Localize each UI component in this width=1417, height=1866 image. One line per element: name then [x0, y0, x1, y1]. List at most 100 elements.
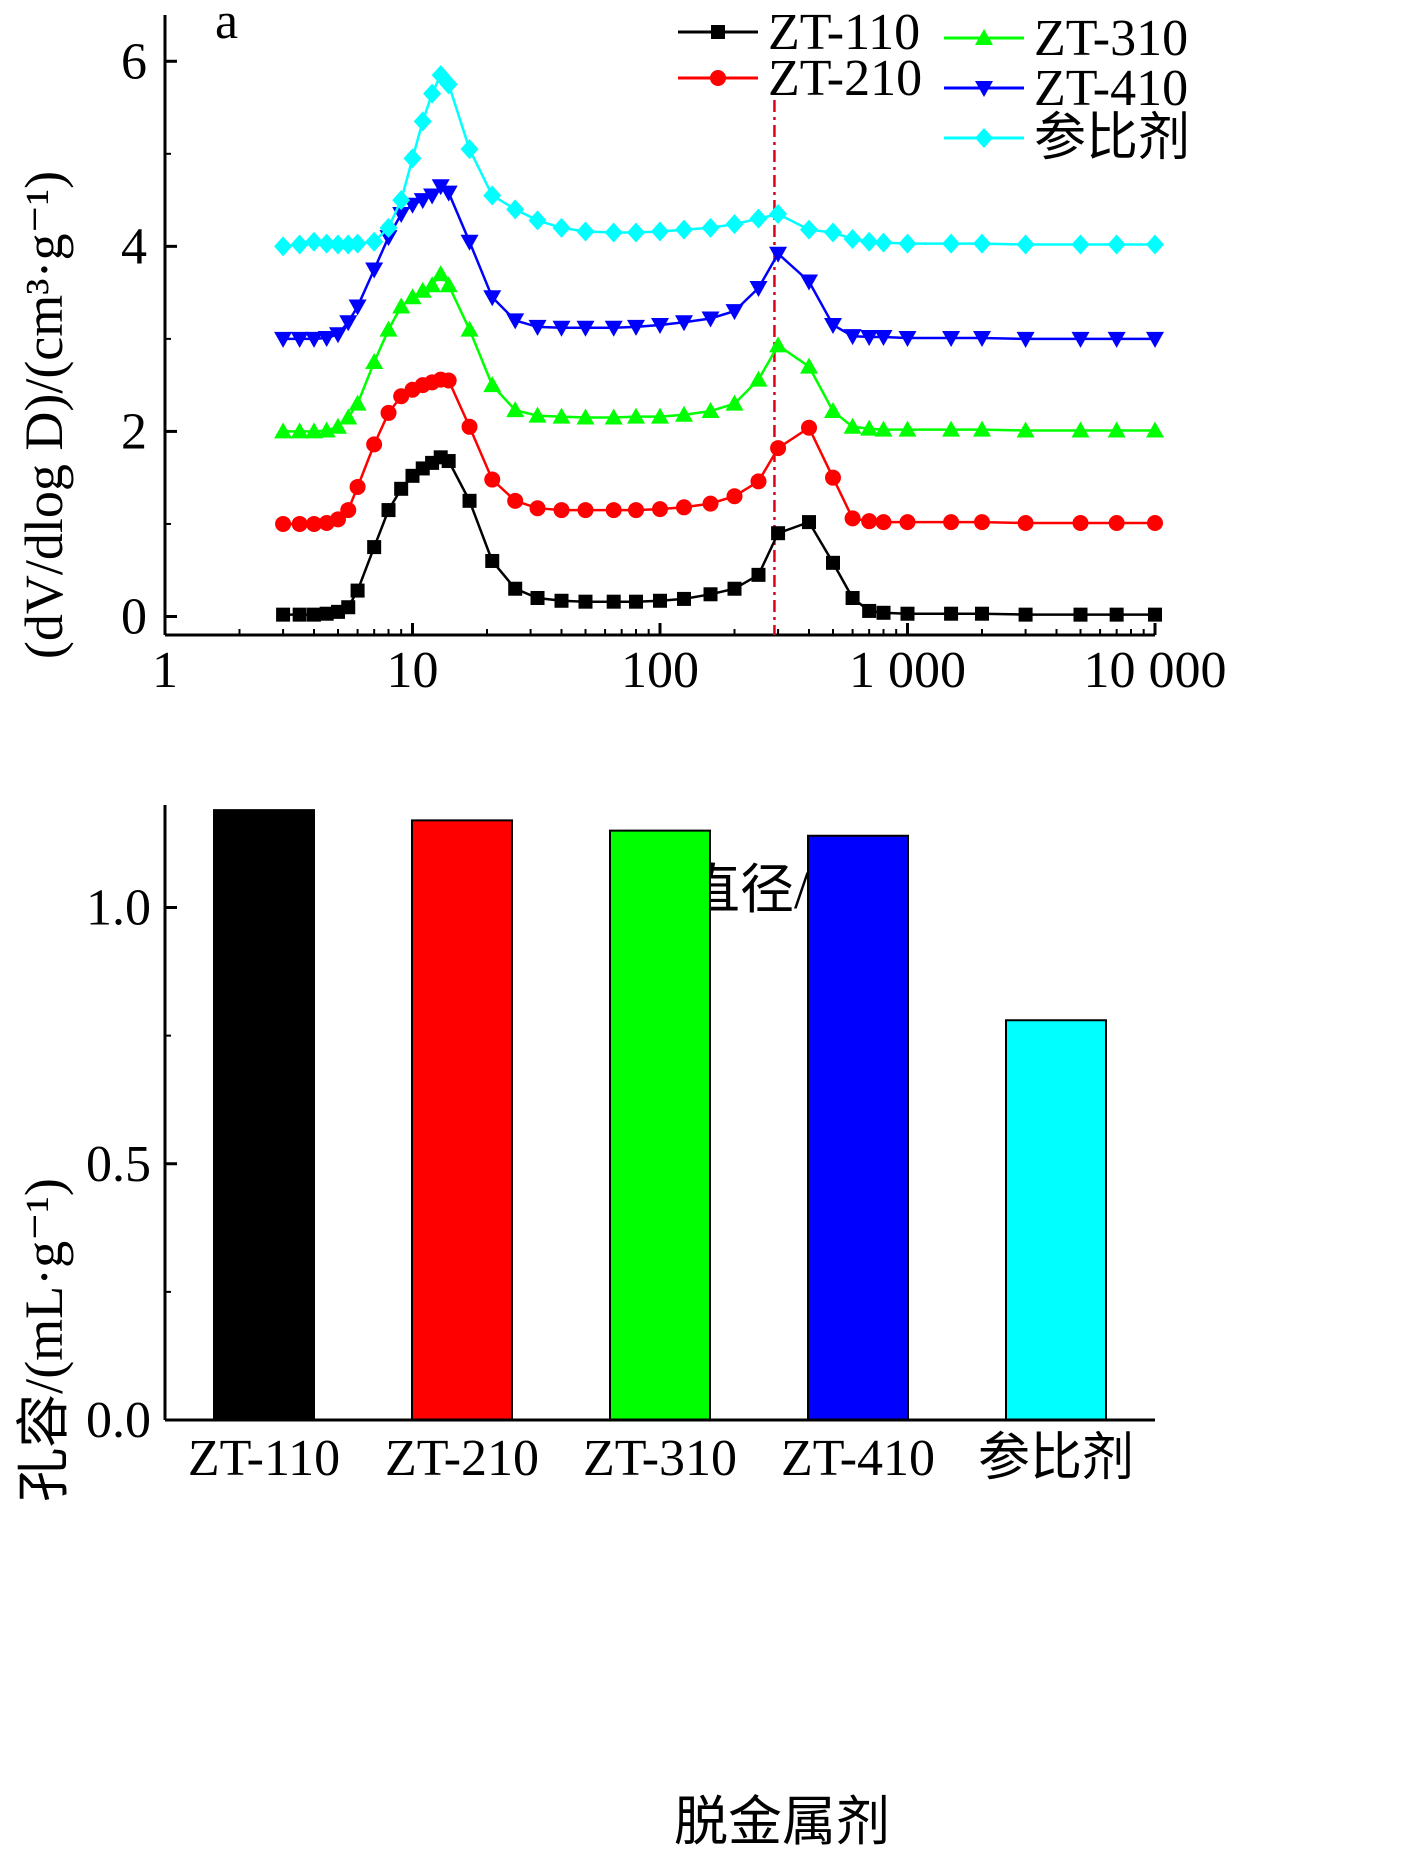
data-point: [552, 407, 571, 424]
data-point: [292, 607, 307, 622]
data-point: [1017, 515, 1034, 532]
data-point: [725, 394, 744, 411]
data-point: [802, 515, 817, 530]
data-point: [290, 422, 309, 439]
data-point: [440, 372, 457, 389]
panel-a-y-tick-label: 2: [121, 403, 147, 460]
data-point: [506, 313, 525, 330]
data-point: [844, 510, 861, 527]
data-point: [305, 331, 324, 348]
data-point: [1146, 331, 1164, 348]
data-point: [554, 593, 569, 608]
panel-a-y-tick-label: 0: [121, 588, 147, 645]
data-point: [651, 221, 669, 242]
data-point: [1107, 331, 1126, 348]
data-point: [843, 417, 862, 434]
bar: [1005, 1019, 1107, 1421]
data-point: [823, 402, 842, 419]
data-point: [1146, 421, 1164, 438]
data-point: [507, 492, 524, 509]
data-point: [627, 222, 646, 243]
data-point: [676, 591, 691, 606]
data-point: [653, 593, 667, 608]
legend-label: ZT-110: [768, 4, 920, 61]
data-point: [441, 454, 456, 469]
panel-a-x-tick-label: 10 000: [1084, 642, 1227, 699]
data-point: [801, 419, 818, 436]
data-point: [651, 318, 669, 334]
data-point: [800, 357, 819, 374]
data-point: [942, 330, 961, 347]
legend-label: 参比剂: [1034, 110, 1190, 167]
data-point: [460, 234, 479, 251]
data-point: [674, 315, 693, 332]
panel-a-x-tick-label: 10: [387, 642, 439, 699]
data-point: [749, 208, 768, 229]
data-point: [1018, 607, 1033, 622]
data-point: [365, 262, 384, 279]
data-point: [845, 590, 860, 605]
panel-b-x-axis-title: 脱金属剂: [674, 1792, 890, 1852]
data-point: [348, 233, 367, 254]
data-point: [1071, 331, 1090, 348]
data-point: [627, 319, 646, 336]
data-point: [1107, 421, 1126, 438]
panel-b-category-label: ZT-110: [188, 1430, 340, 1487]
data-point: [367, 540, 382, 555]
data-point: [860, 419, 879, 436]
data-point: [749, 280, 768, 297]
data-point: [629, 594, 644, 609]
data-point: [576, 221, 595, 242]
data-point: [1016, 331, 1035, 348]
data-point: [274, 422, 293, 439]
data-point: [701, 217, 720, 238]
data-point: [1146, 234, 1164, 255]
data-point: [366, 436, 383, 453]
data-point: [439, 74, 458, 95]
bars-group: [213, 809, 1107, 1421]
data-point: [843, 228, 862, 249]
panel-a-label: a: [215, 0, 238, 50]
data-point: [675, 499, 692, 516]
data-point: [576, 408, 595, 425]
data-point: [800, 274, 819, 291]
legend-label: ZT-410: [1034, 60, 1188, 117]
data-point: [1108, 515, 1125, 532]
data-point: [381, 503, 396, 518]
panel-a-y-tick-label: 4: [121, 218, 147, 275]
data-point: [578, 594, 593, 609]
data-point: [725, 214, 744, 235]
data-point: [874, 420, 893, 437]
data-point: [348, 394, 367, 411]
data-point: [290, 331, 309, 348]
panel-b-axes: ZT-110 ZT-210 ZT-310 ZT-410 参比剂 0.0 0.5 1.0: [86, 805, 1155, 1487]
data-point: [726, 488, 743, 505]
data-point: [307, 607, 322, 622]
data-point: [1107, 234, 1126, 255]
data-point: [973, 330, 992, 347]
data-point: [394, 481, 409, 496]
data-point: [365, 231, 384, 252]
data-point: [942, 420, 961, 437]
data-point: [350, 583, 365, 598]
data-point: [328, 234, 347, 255]
data-point: [1016, 421, 1035, 438]
panel-b-label: b: [215, 933, 241, 990]
data-point: [606, 594, 621, 609]
legend-label: ZT-310: [1034, 10, 1188, 67]
legend-label: ZT-210: [768, 50, 922, 107]
data-point: [823, 318, 842, 334]
data-point: [484, 471, 501, 488]
data-point: [528, 210, 547, 231]
data-point: [674, 405, 693, 422]
data-point: [528, 319, 547, 336]
data-point: [317, 330, 336, 347]
data-point: [973, 420, 992, 437]
data-point: [701, 311, 720, 328]
data-point: [276, 607, 291, 622]
data-point: [439, 276, 458, 293]
legend-marker: [975, 128, 993, 148]
data-point: [291, 515, 308, 532]
data-point: [413, 193, 432, 210]
series-line: [283, 378, 1155, 526]
